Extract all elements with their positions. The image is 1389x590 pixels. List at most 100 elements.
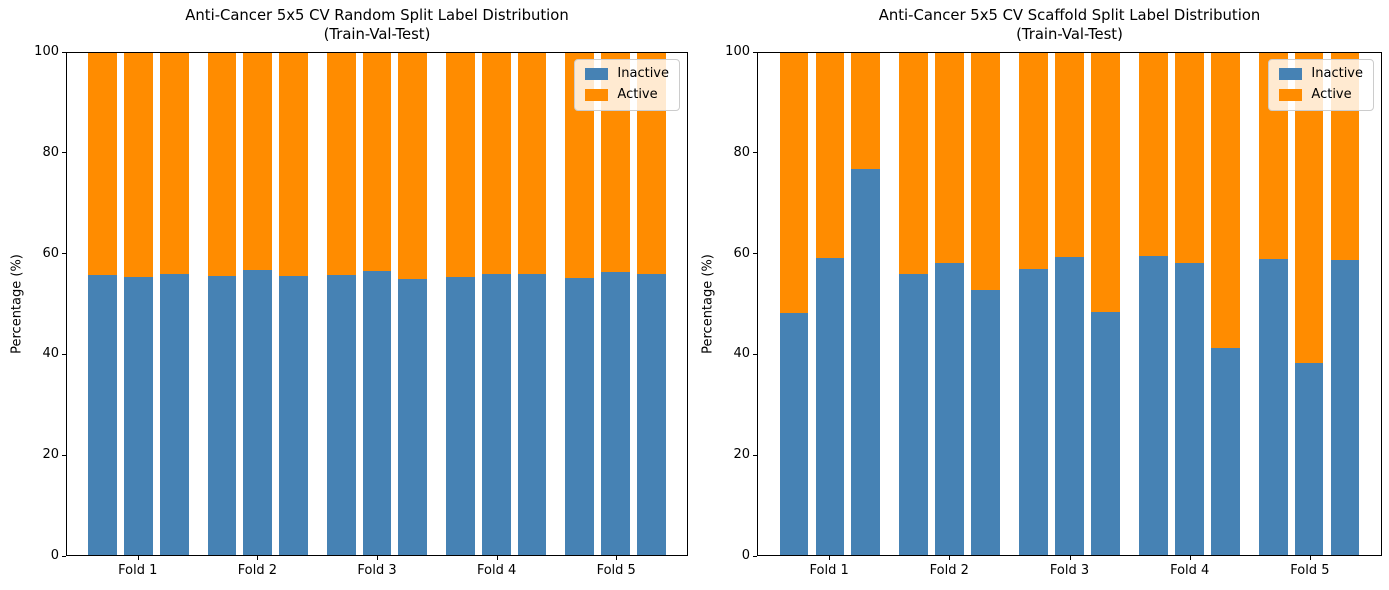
y-tick-label: 0 bbox=[741, 548, 750, 563]
y-tick-mark bbox=[62, 555, 66, 557]
y-tick-label: 80 bbox=[733, 144, 750, 160]
bar-segment-active bbox=[279, 53, 308, 276]
bar-segment-inactive bbox=[1210, 347, 1240, 555]
y-tick-mark bbox=[753, 152, 757, 154]
chart-panel-scaffold-split: Anti-Cancer 5x5 CV Scaffold Split Label … bbox=[694, 0, 1389, 590]
x-tick-mark bbox=[1309, 556, 1311, 560]
x-tick-label: Fold 4 bbox=[1170, 563, 1210, 578]
bar-segment-inactive bbox=[398, 279, 428, 555]
x-tick-mark bbox=[949, 556, 951, 560]
bar-segment-inactive bbox=[1258, 259, 1288, 555]
bar-segment-inactive bbox=[1330, 260, 1360, 555]
bar-segment-inactive bbox=[971, 290, 1000, 555]
y-tick-label: 20 bbox=[733, 447, 750, 463]
y-tick-label: 0 bbox=[50, 548, 59, 563]
bar-segment-active bbox=[517, 53, 547, 275]
legend-label: Inactive bbox=[1311, 66, 1363, 81]
legend-swatch-inactive-icon bbox=[1279, 68, 1303, 80]
chart-subtitle: (Train-Val-Test) bbox=[1016, 25, 1123, 43]
chart-title-block: Anti-Cancer 5x5 CV Scaffold Split Label … bbox=[757, 7, 1382, 44]
y-tick-mark bbox=[753, 353, 757, 355]
legend-item: Inactive bbox=[1279, 67, 1363, 81]
bar-segment-active bbox=[899, 53, 929, 274]
bar-segment-inactive bbox=[851, 169, 881, 555]
y-tick-mark bbox=[62, 51, 66, 53]
x-tick-label: Fold 5 bbox=[596, 563, 636, 578]
y-axis-label: Percentage (%) bbox=[700, 254, 716, 354]
legend-label: Active bbox=[617, 87, 658, 102]
x-tick-label: Fold 1 bbox=[809, 563, 849, 578]
bar-segment-inactive bbox=[88, 275, 118, 555]
chart-title: Anti-Cancer 5x5 CV Scaffold Split Label … bbox=[878, 7, 1261, 24]
bar-segment-inactive bbox=[1138, 256, 1168, 555]
bar-segment-inactive bbox=[1294, 362, 1324, 555]
y-tick-mark bbox=[62, 152, 66, 154]
x-tick-mark bbox=[1069, 556, 1071, 560]
plot-area: Inactive Active bbox=[66, 52, 688, 556]
bar-segment-active bbox=[446, 53, 475, 278]
y-tick-mark bbox=[62, 353, 66, 355]
bar-segment-active bbox=[1174, 53, 1204, 263]
bar-segment-active bbox=[971, 53, 1000, 291]
x-tick-mark bbox=[1189, 556, 1191, 560]
y-tick-mark bbox=[62, 253, 66, 255]
y-tick-label: 100 bbox=[34, 44, 59, 59]
bar-segment-active bbox=[1210, 53, 1240, 348]
bar-segment-inactive bbox=[279, 275, 308, 555]
y-tick-mark bbox=[753, 555, 757, 557]
bar-segment-inactive bbox=[815, 257, 845, 555]
x-tick-mark bbox=[496, 556, 498, 560]
bar-segment-active bbox=[88, 53, 118, 276]
bar-segment-inactive bbox=[1055, 257, 1084, 555]
bar-segment-active bbox=[851, 53, 881, 170]
bar-segment-active bbox=[1091, 53, 1120, 312]
x-tick-mark bbox=[377, 556, 378, 560]
bar-segment-inactive bbox=[636, 274, 666, 555]
y-tick-label: 40 bbox=[733, 346, 750, 362]
bar-segment-active bbox=[124, 53, 153, 278]
chart-title: Anti-Cancer 5x5 CV Random Split Label Di… bbox=[185, 7, 569, 24]
chart-title-block: Anti-Cancer 5x5 CV Random Split Label Di… bbox=[66, 7, 688, 44]
legend: Inactive Active bbox=[574, 59, 680, 111]
x-tick-mark bbox=[616, 556, 618, 560]
bar-segment-inactive bbox=[935, 262, 965, 555]
legend-label: Inactive bbox=[617, 66, 669, 81]
bar-segment-active bbox=[1019, 53, 1048, 270]
bar-segment-inactive bbox=[899, 273, 929, 555]
x-tick-mark bbox=[829, 556, 831, 560]
y-tick-label: 60 bbox=[733, 245, 750, 261]
legend-swatch-inactive-icon bbox=[585, 68, 609, 80]
chart-subtitle: (Train-Val-Test) bbox=[323, 25, 431, 43]
bar-segment-inactive bbox=[160, 274, 189, 555]
y-tick-label: 100 bbox=[725, 44, 750, 59]
y-tick-mark bbox=[753, 51, 757, 53]
bar-segment-inactive bbox=[1174, 262, 1204, 555]
bar-segment-inactive bbox=[481, 273, 511, 555]
x-tick-label: Fold 5 bbox=[1290, 563, 1330, 578]
x-tick-label: Fold 2 bbox=[237, 563, 277, 578]
bar-segment-active bbox=[398, 53, 428, 280]
bar-segment-inactive bbox=[326, 275, 356, 555]
bar-segment-active bbox=[935, 53, 965, 263]
bar-segment-inactive bbox=[1019, 269, 1048, 555]
y-tick-mark bbox=[753, 253, 757, 255]
x-tick-label: Fold 4 bbox=[476, 563, 517, 578]
legend-label: Active bbox=[1311, 87, 1352, 102]
legend-item: Active bbox=[585, 88, 669, 102]
bar-segment-active bbox=[243, 53, 273, 271]
y-tick-label: 20 bbox=[42, 447, 59, 463]
bar-segment-inactive bbox=[446, 277, 475, 555]
bar-segment-active bbox=[326, 53, 356, 276]
legend-item: Active bbox=[1279, 88, 1363, 102]
plot-area: Inactive Active bbox=[757, 52, 1382, 556]
bar-segment-active bbox=[160, 53, 189, 275]
x-tick-label: Fold 3 bbox=[1049, 563, 1090, 578]
bar-segment-inactive bbox=[362, 271, 392, 555]
y-tick-label: 80 bbox=[42, 144, 59, 160]
x-tick-mark bbox=[137, 556, 139, 560]
x-tick-label: Fold 3 bbox=[357, 563, 397, 578]
bar-segment-inactive bbox=[207, 276, 237, 555]
x-tick-label: Fold 2 bbox=[929, 563, 969, 578]
bar-segment-active bbox=[207, 53, 237, 277]
